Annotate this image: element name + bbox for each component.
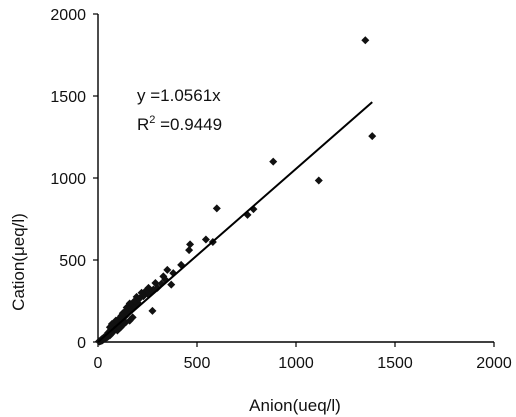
data-point [159, 272, 168, 281]
r-squared-value: =0.9449 [155, 115, 222, 134]
data-point [167, 280, 176, 289]
y-tick-label: 0 [77, 335, 86, 352]
x-tick-label: 1000 [278, 355, 314, 372]
data-point [368, 132, 377, 141]
trendline [97, 101, 373, 343]
axes [93, 13, 495, 347]
x-tick-label: 2000 [476, 355, 512, 372]
x-tick-label: 0 [94, 355, 103, 372]
x-axis-label: Anion(ueq/l) [249, 396, 341, 415]
data-point [151, 278, 160, 287]
data-point [185, 246, 194, 255]
y-tick-label: 1000 [50, 171, 86, 188]
r-squared-superscript: 2 [149, 114, 155, 126]
y-tick-label: 2000 [50, 7, 86, 24]
trendline-group [97, 101, 373, 343]
y-tick-label: 1500 [50, 89, 86, 106]
y-tick-label: 500 [59, 253, 86, 270]
tick-labels: 0 500 1000 1500 2000 0 500 1000 1500 2000 [50, 7, 511, 372]
r-squared-prefix: R [137, 115, 149, 134]
r-squared-label: R2 =0.9449 [137, 114, 222, 134]
data-point [269, 157, 278, 166]
regression-equation: y =1.0561x [137, 86, 221, 105]
data-point [212, 204, 221, 213]
y-axis-label: Cation(μeq/l) [9, 213, 28, 311]
data-point [115, 324, 124, 333]
data-point [128, 313, 137, 322]
data-point [148, 306, 157, 315]
x-tick-label: 500 [184, 355, 211, 372]
x-tick-label: 1500 [377, 355, 413, 372]
data-point [163, 265, 172, 274]
data-points [94, 36, 377, 346]
data-point [201, 235, 210, 244]
data-point [186, 240, 195, 249]
data-point [361, 36, 370, 45]
data-point [314, 176, 323, 185]
